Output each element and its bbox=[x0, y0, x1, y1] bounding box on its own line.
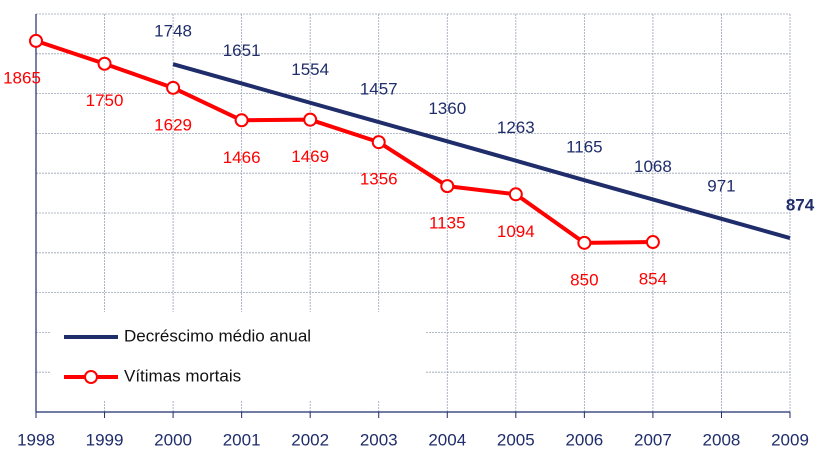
data-label: 1865 bbox=[3, 68, 41, 87]
x-tick-label: 2009 bbox=[771, 430, 809, 449]
data-label: 1068 bbox=[634, 157, 672, 176]
x-tick-label: 2007 bbox=[634, 430, 672, 449]
x-tick-label: 2003 bbox=[360, 430, 398, 449]
data-label: 854 bbox=[639, 270, 667, 289]
data-label: 1094 bbox=[497, 222, 535, 241]
legend-label: Vítimas mortais bbox=[124, 366, 241, 385]
data-label: 1651 bbox=[223, 41, 261, 60]
point-marker bbox=[371, 135, 386, 150]
data-label: 1469 bbox=[291, 147, 329, 166]
x-tick-label: 2006 bbox=[565, 430, 603, 449]
point-marker bbox=[166, 80, 181, 95]
x-tick-label: 1998 bbox=[17, 430, 55, 449]
data-label: 1748 bbox=[154, 22, 192, 41]
data-label: 1263 bbox=[497, 118, 535, 137]
data-label: 1457 bbox=[360, 80, 398, 99]
point-marker bbox=[234, 113, 249, 128]
series-line bbox=[35, 38, 653, 245]
data-label: 1466 bbox=[223, 148, 261, 167]
series-line bbox=[172, 62, 791, 240]
point-marker bbox=[29, 33, 43, 48]
data-label: 874 bbox=[786, 196, 815, 215]
x-tick-label: 2008 bbox=[703, 430, 741, 449]
data-label: 1629 bbox=[154, 115, 192, 134]
data-label: 1750 bbox=[86, 91, 124, 110]
x-tick-label: 2000 bbox=[154, 430, 192, 449]
x-tick-label: 2001 bbox=[223, 430, 261, 449]
data-label: 1360 bbox=[428, 99, 466, 118]
x-tick-label: 2005 bbox=[497, 430, 535, 449]
data-label: 850 bbox=[570, 270, 598, 289]
legend-label: Decréscimo médio anual bbox=[124, 326, 311, 345]
point-marker bbox=[440, 179, 455, 194]
data-label: 1554 bbox=[291, 60, 329, 79]
point-marker bbox=[97, 56, 112, 71]
point-marker bbox=[303, 112, 318, 127]
data-label: 1356 bbox=[360, 170, 398, 189]
x-tick-label: 2004 bbox=[428, 430, 466, 449]
data-label: 971 bbox=[707, 176, 735, 195]
x-tick-label: 1999 bbox=[86, 430, 124, 449]
legend-marker bbox=[84, 370, 98, 384]
point-marker bbox=[508, 187, 523, 202]
x-tick-label: 2002 bbox=[291, 430, 329, 449]
legend-box bbox=[50, 312, 425, 400]
point-marker bbox=[577, 235, 592, 250]
data-label: 1135 bbox=[429, 214, 466, 233]
point-marker bbox=[645, 235, 660, 250]
data-label: 1165 bbox=[566, 138, 603, 157]
